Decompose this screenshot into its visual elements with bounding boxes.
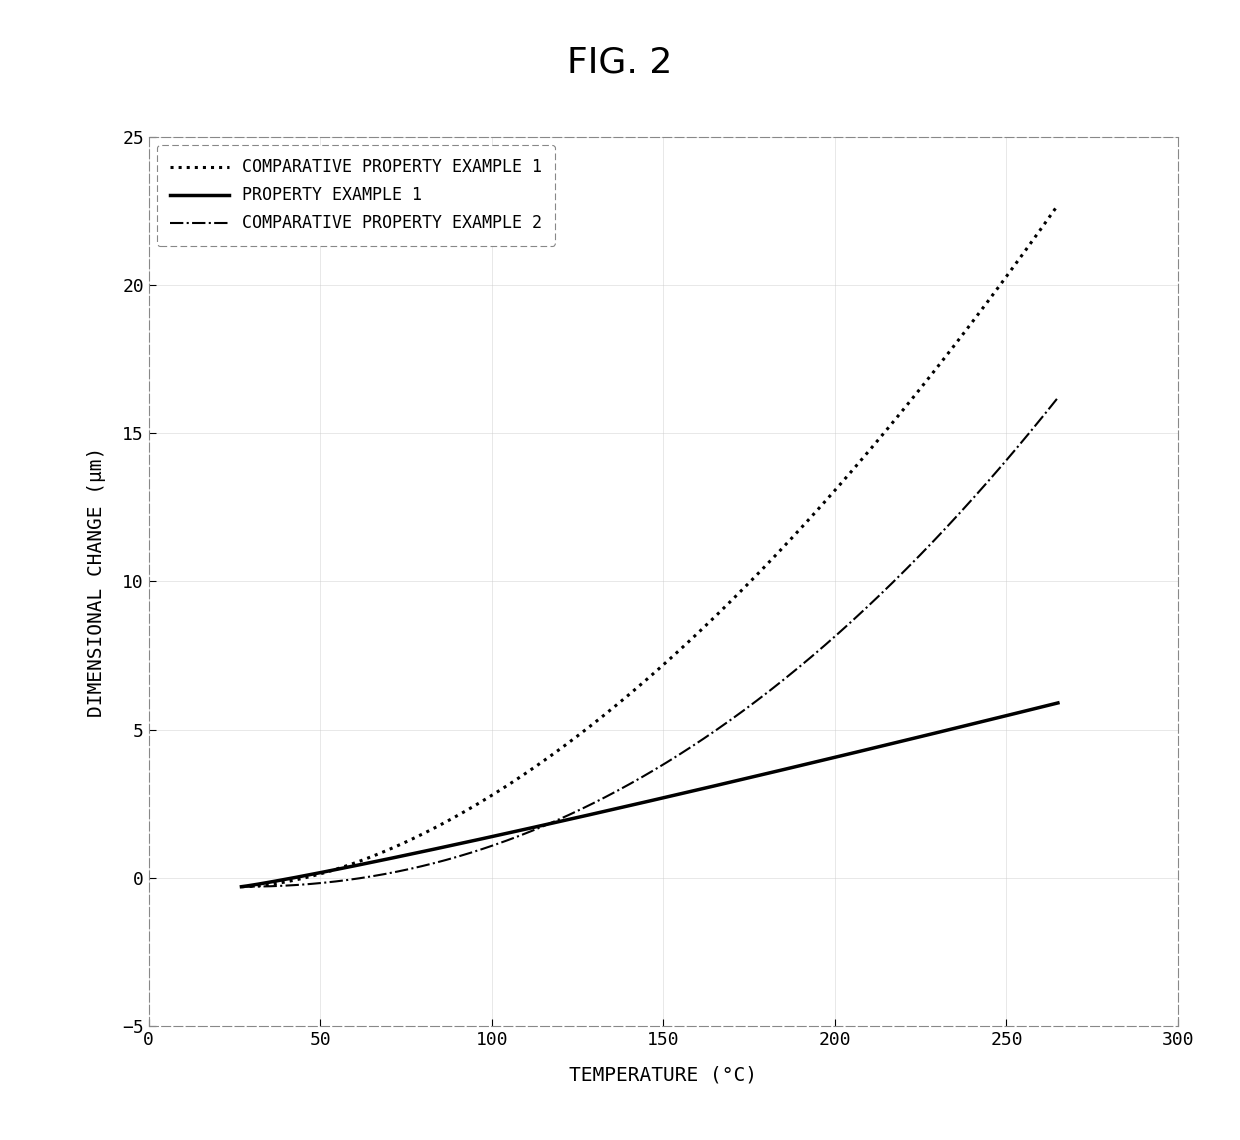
COMPARATIVE PROPERTY EXAMPLE 2 xyxy=(234,880,249,894)
COMPARATIVE PROPERTY EXAMPLE 1 xyxy=(848,459,863,473)
COMPARATIVE PROPERTY EXAMPLE 2 xyxy=(1050,391,1065,405)
PROPERTY EXAMPLE 1 xyxy=(604,803,619,816)
PROPERTY EXAMPLE 1 xyxy=(1050,697,1065,710)
COMPARATIVE PROPERTY EXAMPLE 1 xyxy=(779,537,794,551)
COMPARATIVE PROPERTY EXAMPLE 1 xyxy=(715,602,730,616)
Text: FIG. 2: FIG. 2 xyxy=(568,46,672,80)
COMPARATIVE PROPERTY EXAMPLE 1 xyxy=(444,812,459,825)
PROPERTY EXAMPLE 1 xyxy=(378,853,393,866)
Line: COMPARATIVE PROPERTY EXAMPLE 2: COMPARATIVE PROPERTY EXAMPLE 2 xyxy=(242,398,1058,887)
COMPARATIVE PROPERTY EXAMPLE 1 xyxy=(1050,198,1065,212)
Line: COMPARATIVE PROPERTY EXAMPLE 1: COMPARATIVE PROPERTY EXAMPLE 1 xyxy=(242,205,1058,887)
COMPARATIVE PROPERTY EXAMPLE 2 xyxy=(779,670,794,684)
COMPARATIVE PROPERTY EXAMPLE 1 xyxy=(234,880,249,894)
COMPARATIVE PROPERTY EXAMPLE 2 xyxy=(848,610,863,624)
X-axis label: TEMPERATURE (°C): TEMPERATURE (°C) xyxy=(569,1066,758,1084)
Line: PROPERTY EXAMPLE 1: PROPERTY EXAMPLE 1 xyxy=(242,703,1058,887)
PROPERTY EXAMPLE 1 xyxy=(444,839,459,853)
COMPARATIVE PROPERTY EXAMPLE 1 xyxy=(378,844,393,857)
PROPERTY EXAMPLE 1 xyxy=(234,880,249,894)
COMPARATIVE PROPERTY EXAMPLE 2 xyxy=(715,718,730,732)
COMPARATIVE PROPERTY EXAMPLE 2 xyxy=(604,788,619,801)
Y-axis label: DIMENSIONAL CHANGE (μm): DIMENSIONAL CHANGE (μm) xyxy=(87,446,105,717)
PROPERTY EXAMPLE 1 xyxy=(715,777,730,791)
PROPERTY EXAMPLE 1 xyxy=(848,746,863,759)
Legend: COMPARATIVE PROPERTY EXAMPLE 1, PROPERTY EXAMPLE 1, COMPARATIVE PROPERTY EXAMPLE: COMPARATIVE PROPERTY EXAMPLE 1, PROPERTY… xyxy=(157,145,556,246)
COMPARATIVE PROPERTY EXAMPLE 1 xyxy=(604,703,619,717)
COMPARATIVE PROPERTY EXAMPLE 2 xyxy=(444,852,459,865)
PROPERTY EXAMPLE 1 xyxy=(779,762,794,775)
COMPARATIVE PROPERTY EXAMPLE 2 xyxy=(378,868,393,881)
